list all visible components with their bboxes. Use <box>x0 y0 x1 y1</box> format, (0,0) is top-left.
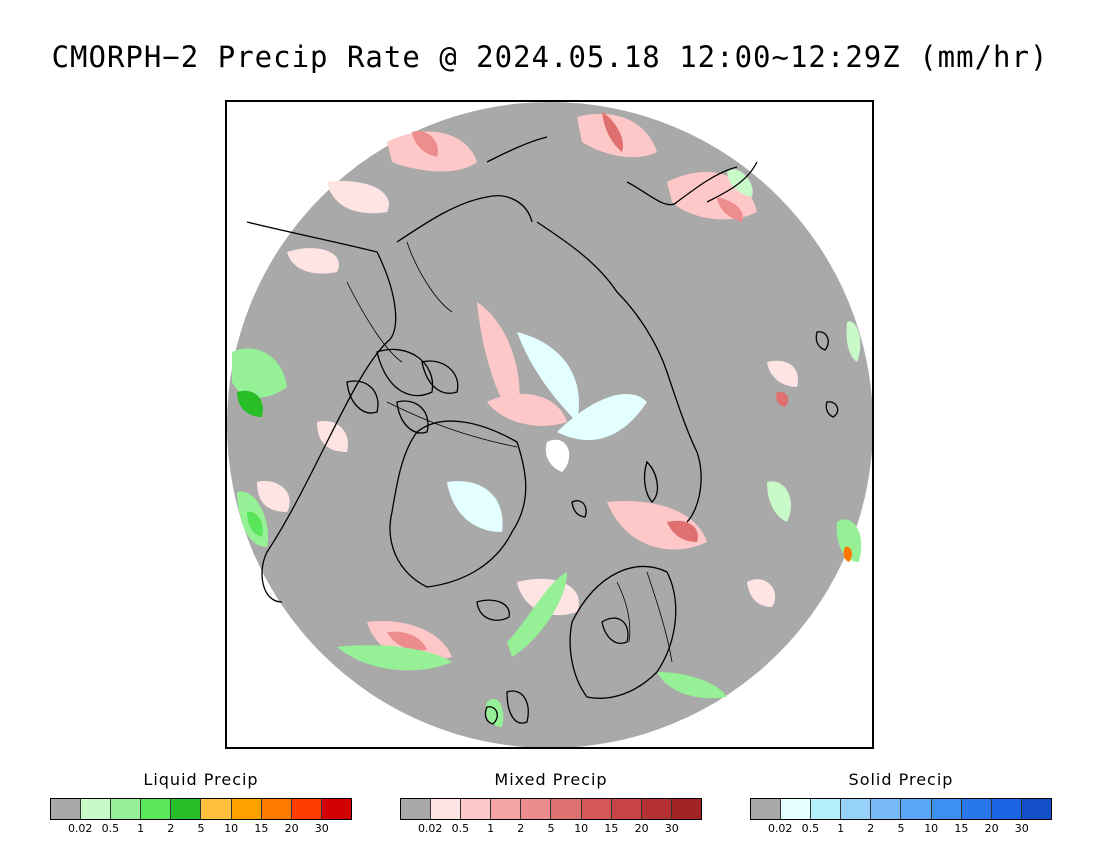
legend-ticks: 0.02 0.5 1 2 5 10 15 20 30 <box>750 822 1052 836</box>
legend-swatch <box>751 799 782 819</box>
solid-precip-areas <box>447 332 647 532</box>
legend-swatch <box>581 799 612 819</box>
legend-tick-label: 2 <box>867 822 875 835</box>
legend-tick-label: 30 <box>664 822 679 835</box>
legend-tick-label: 20 <box>634 822 649 835</box>
legend-swatch <box>321 799 351 819</box>
legend-swatch <box>551 799 582 819</box>
legend-swatch <box>781 799 812 819</box>
legend-swatch <box>871 799 902 819</box>
legend-tick-label: 2 <box>517 822 525 835</box>
legend-tick-label: 30 <box>1014 822 1029 835</box>
legend-tick-label: 15 <box>254 822 269 835</box>
legend-swatch <box>431 799 462 819</box>
legend-swatch <box>671 799 701 819</box>
legend-swatch <box>1021 799 1051 819</box>
legend-ticks: 0.02 0.5 1 2 5 10 15 20 30 <box>50 822 352 836</box>
map-title: CMORPH−2 Precip Rate @ 2024.05.18 12:00~… <box>51 40 1049 74</box>
legend-swatch <box>111 799 142 819</box>
legend-tick-label: 0.02 <box>67 822 93 835</box>
legend-swatch <box>261 799 292 819</box>
legend-swatch <box>291 799 322 819</box>
legend-tick-label: 20 <box>984 822 999 835</box>
legend-swatch <box>81 799 112 819</box>
legend-color-bar <box>400 798 702 820</box>
legend-tick-label: 10 <box>224 822 239 835</box>
legend-swatch <box>931 799 962 819</box>
legend-tick-label: 10 <box>924 822 939 835</box>
legend-swatch <box>201 799 232 819</box>
legend-tick-label: 0.5 <box>451 822 470 835</box>
legend-swatch <box>491 799 522 819</box>
legend-swatch <box>811 799 842 819</box>
legend-tick-label: 0.5 <box>101 822 120 835</box>
legend-swatch <box>521 799 552 819</box>
legend-swatch <box>141 799 172 819</box>
legend-tick-label: 10 <box>574 822 589 835</box>
legend-tick-label: 0.02 <box>767 822 793 835</box>
legend-tick-label: 1 <box>487 822 495 835</box>
legend-swatch <box>51 799 82 819</box>
legend-solid: Solid Precip 0.02 0.5 1 2 5 10 15 20 30 <box>750 770 1052 836</box>
legend-tick-label: 15 <box>604 822 619 835</box>
polar-precip-map <box>227 102 872 747</box>
legend-tick-label: 30 <box>314 822 329 835</box>
legend-ticks: 0.02 0.5 1 2 5 10 15 20 30 <box>400 822 702 836</box>
coastlines <box>246 136 839 725</box>
liquid-precip-areas <box>232 169 862 727</box>
legend-color-bar <box>50 798 352 820</box>
legend-tick-label: 20 <box>284 822 299 835</box>
legend-color-bar <box>750 798 1052 820</box>
legend-swatch <box>841 799 872 819</box>
legend-swatch <box>171 799 202 819</box>
legend-swatch <box>641 799 672 819</box>
legend-title: Solid Precip <box>848 770 954 789</box>
legend-tick-label: 5 <box>897 822 905 835</box>
legend-tick-label: 5 <box>547 822 555 835</box>
legend-swatch <box>901 799 932 819</box>
legend-tick-label: 5 <box>197 822 205 835</box>
legend-tick-label: 1 <box>837 822 845 835</box>
legend-swatch <box>991 799 1022 819</box>
legend-swatch <box>461 799 492 819</box>
legend-tick-label: 15 <box>954 822 969 835</box>
legend-title: Liquid Precip <box>143 770 259 789</box>
legend-swatch <box>611 799 642 819</box>
mixed-precip-areas <box>257 112 798 661</box>
legend-tick-label: 1 <box>137 822 145 835</box>
legend-tick-label: 0.02 <box>417 822 443 835</box>
legend-tick-label: 2 <box>167 822 175 835</box>
legend-title: Mixed Precip <box>494 770 608 789</box>
map-frame <box>225 100 874 749</box>
legend-mixed: Mixed Precip 0.02 0.5 1 2 5 10 15 20 30 <box>400 770 702 836</box>
legend-tick-label: 0.5 <box>801 822 820 835</box>
legend-swatch <box>961 799 992 819</box>
legend-liquid: Liquid Precip 0.02 0.5 1 2 5 10 15 20 30 <box>50 770 352 836</box>
legend-swatch <box>401 799 432 819</box>
legend-swatch <box>231 799 262 819</box>
